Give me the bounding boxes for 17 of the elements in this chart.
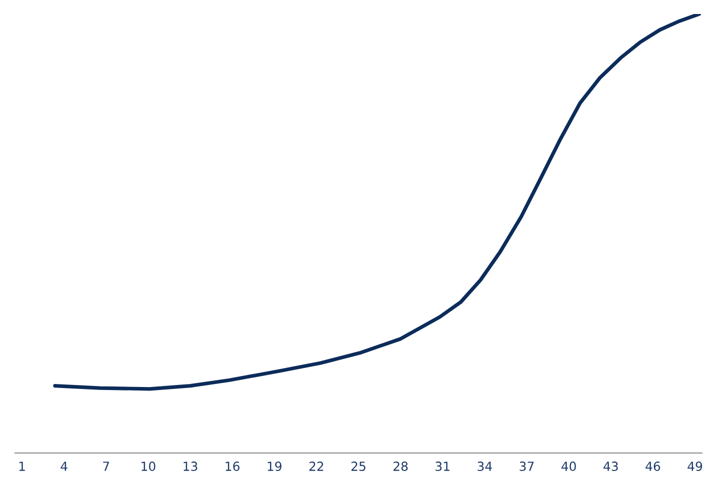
- x-tick-label: 34: [478, 462, 492, 472]
- x-tick-label: 4: [60, 462, 68, 471]
- x-tick-label: 19: [268, 462, 282, 472]
- x-tick-label: 25: [351, 462, 366, 472]
- x-tick-label: 28: [394, 462, 408, 472]
- x-tick-label: 43: [604, 462, 618, 472]
- x-tick-label: 16: [226, 462, 240, 472]
- x-tick-label: 46: [646, 462, 660, 472]
- x-tick-label: 10: [142, 462, 156, 472]
- x-tick-label: 31: [436, 462, 450, 472]
- x-tick-label: 7: [103, 462, 110, 471]
- x-tick-label: 40: [561, 462, 576, 472]
- x-tick-label: 22: [309, 462, 324, 471]
- x-tick-label: 49: [688, 462, 702, 472]
- x-tick-label: 37: [520, 462, 534, 472]
- x-tick-label: 1: [19, 462, 25, 471]
- x-tick-label: 13: [184, 462, 198, 472]
